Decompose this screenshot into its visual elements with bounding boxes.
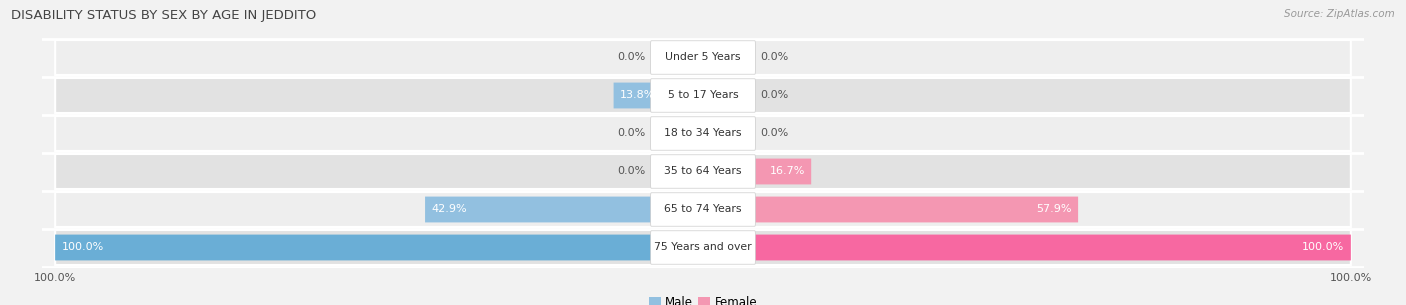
FancyBboxPatch shape [613,83,703,108]
Text: 42.9%: 42.9% [432,204,467,214]
FancyBboxPatch shape [651,41,755,74]
Text: 57.9%: 57.9% [1036,204,1071,214]
Text: Source: ZipAtlas.com: Source: ZipAtlas.com [1284,9,1395,19]
FancyBboxPatch shape [55,116,1351,151]
FancyBboxPatch shape [651,193,755,226]
Text: 65 to 74 Years: 65 to 74 Years [664,204,742,214]
Text: 16.7%: 16.7% [769,167,804,177]
FancyBboxPatch shape [703,197,1078,222]
Text: 0.0%: 0.0% [761,128,789,138]
Text: 35 to 64 Years: 35 to 64 Years [664,167,742,177]
FancyBboxPatch shape [55,230,1351,265]
FancyBboxPatch shape [55,78,1351,113]
Text: 5 to 17 Years: 5 to 17 Years [668,91,738,101]
Text: 0.0%: 0.0% [617,52,645,63]
Text: 100.0%: 100.0% [62,242,104,253]
Text: 13.8%: 13.8% [620,91,655,101]
FancyBboxPatch shape [425,197,703,222]
Text: 75 Years and over: 75 Years and over [654,242,752,253]
Text: 100.0%: 100.0% [1302,242,1344,253]
FancyBboxPatch shape [651,117,755,150]
FancyBboxPatch shape [703,235,1351,260]
FancyBboxPatch shape [651,79,755,112]
Text: 0.0%: 0.0% [617,167,645,177]
FancyBboxPatch shape [703,159,811,185]
Text: Under 5 Years: Under 5 Years [665,52,741,63]
FancyBboxPatch shape [55,154,1351,189]
FancyBboxPatch shape [55,40,1351,75]
FancyBboxPatch shape [55,235,703,260]
Text: 0.0%: 0.0% [617,128,645,138]
FancyBboxPatch shape [651,231,755,264]
Text: DISABILITY STATUS BY SEX BY AGE IN JEDDITO: DISABILITY STATUS BY SEX BY AGE IN JEDDI… [11,9,316,22]
FancyBboxPatch shape [651,155,755,188]
Text: 0.0%: 0.0% [761,91,789,101]
FancyBboxPatch shape [55,192,1351,227]
Text: 0.0%: 0.0% [761,52,789,63]
Legend: Male, Female: Male, Female [644,291,762,305]
Text: 18 to 34 Years: 18 to 34 Years [664,128,742,138]
